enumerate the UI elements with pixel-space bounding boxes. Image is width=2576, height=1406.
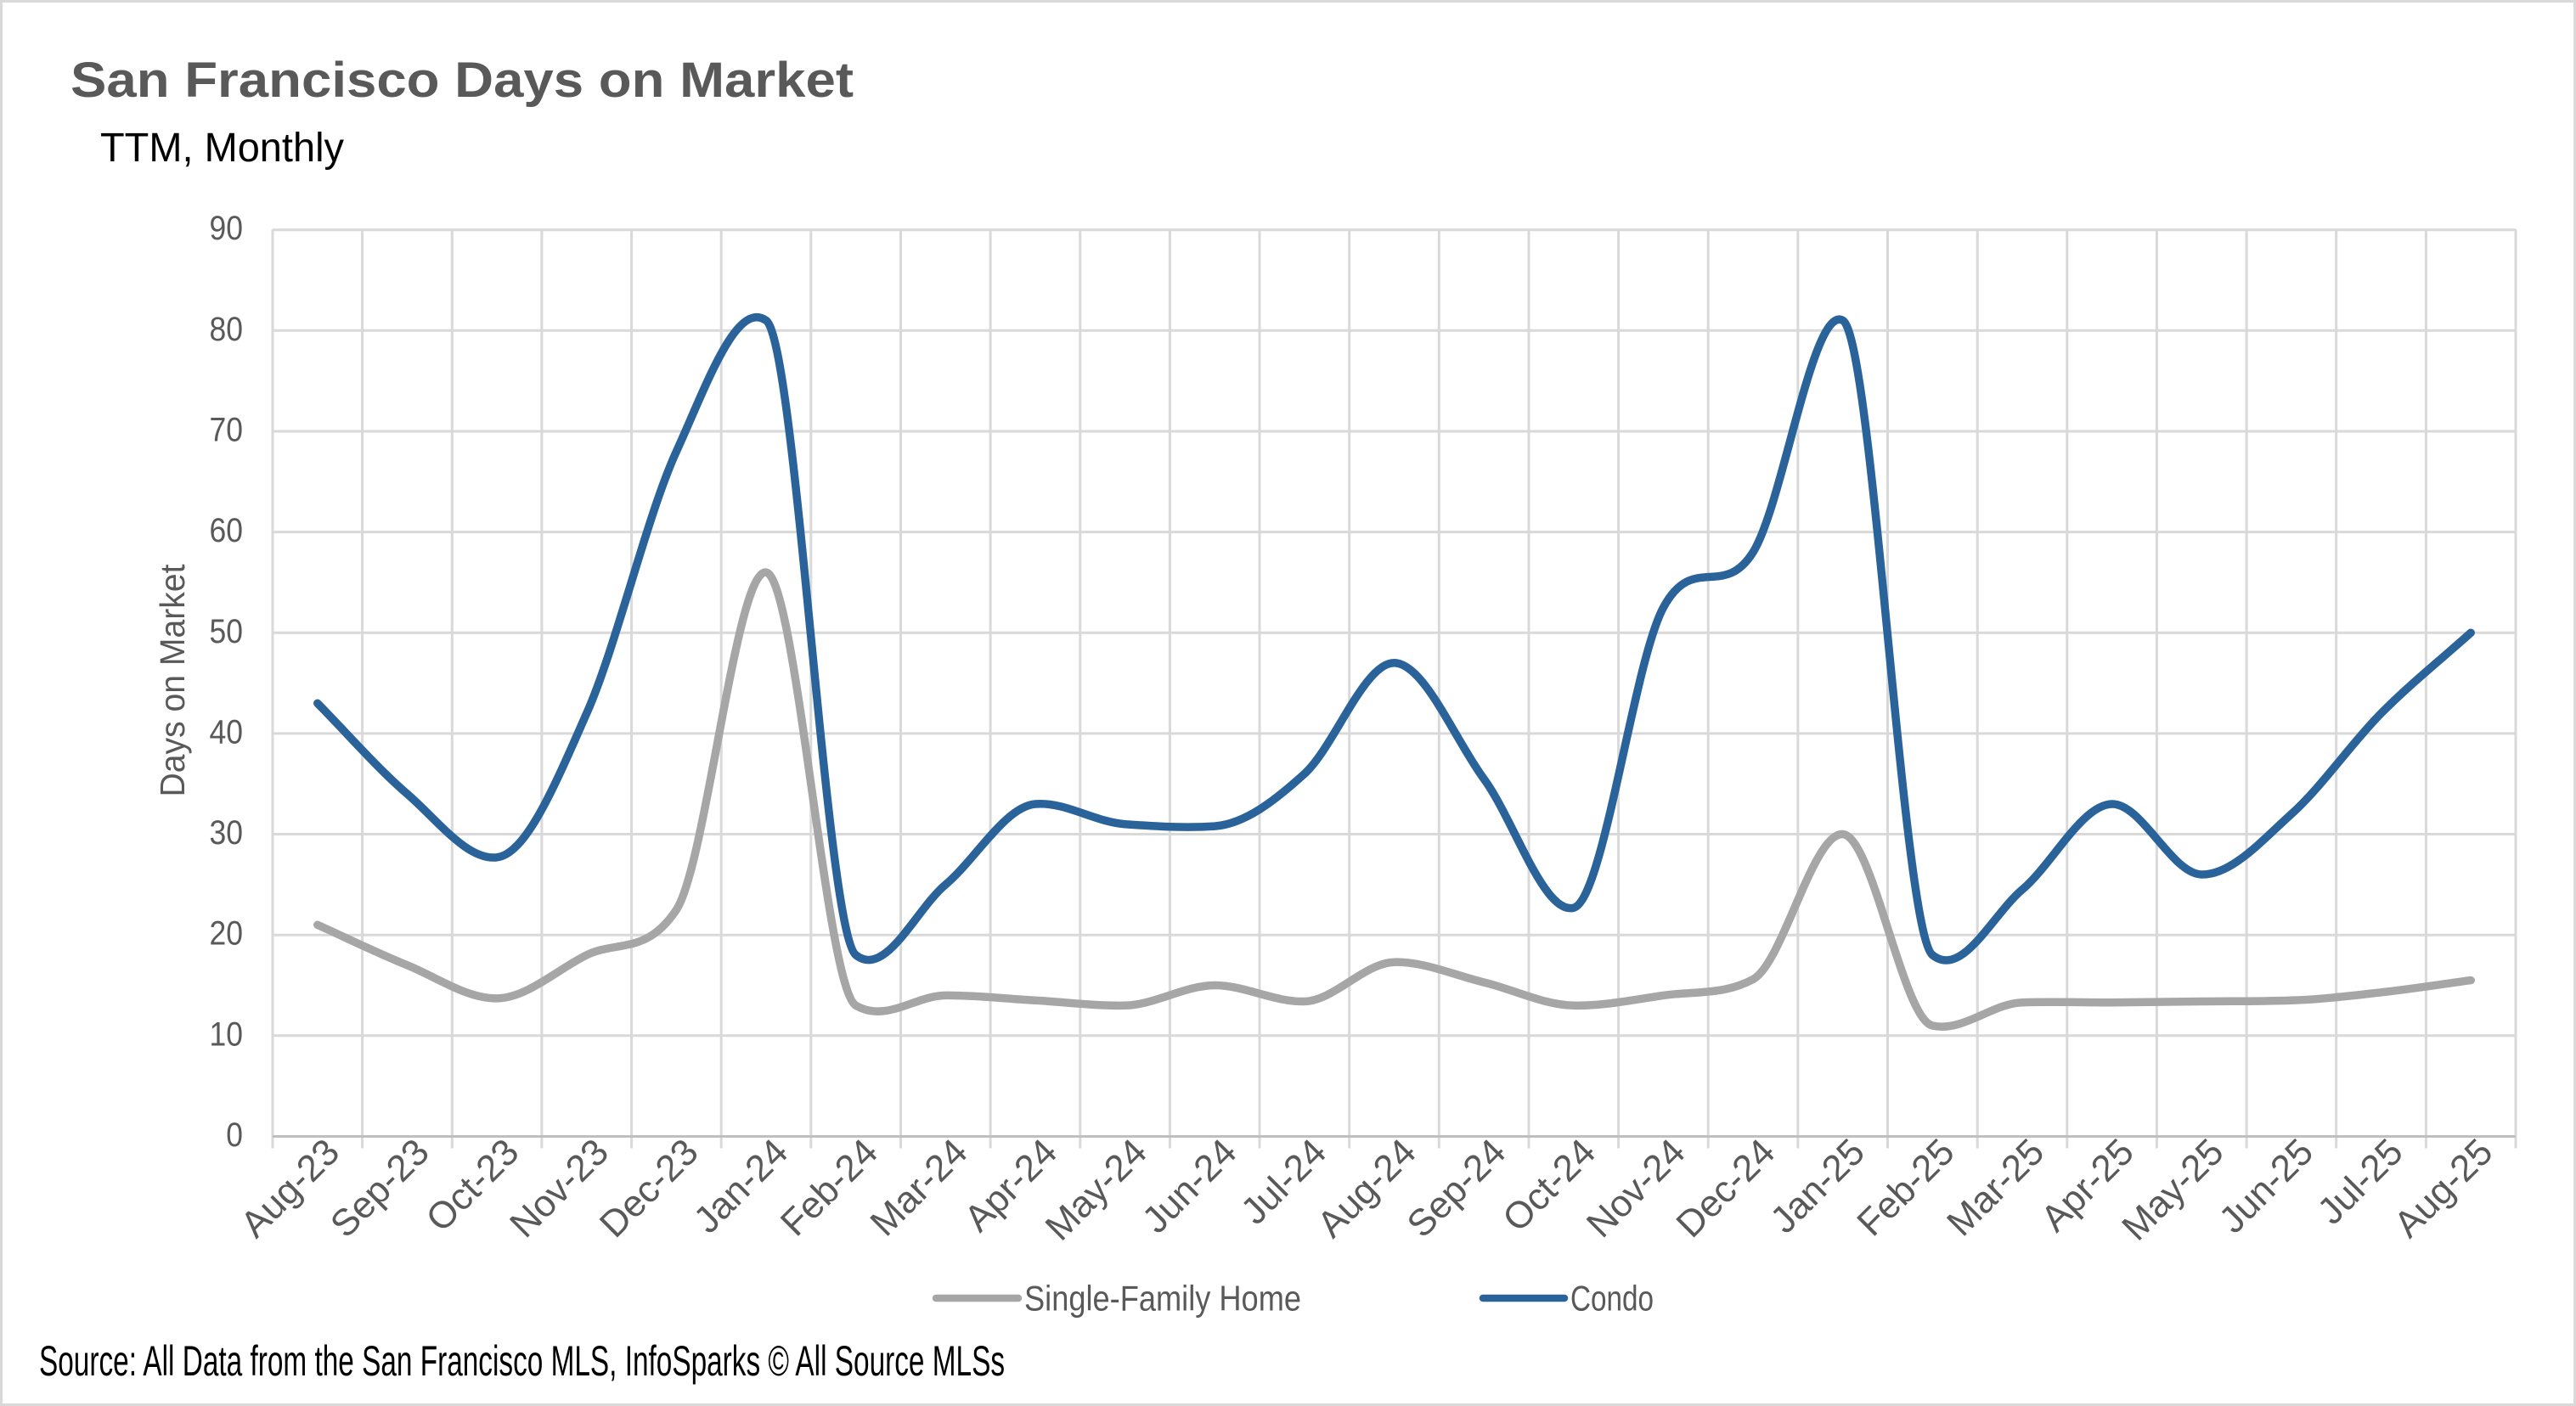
svg-text:Days on Market: Days on Market xyxy=(153,564,192,797)
svg-text:Nov-24: Nov-24 xyxy=(1579,1131,1694,1246)
svg-text:Nov-23: Nov-23 xyxy=(502,1131,617,1246)
svg-text:Jun-25: Jun-25 xyxy=(2211,1131,2321,1241)
svg-text:0: 0 xyxy=(226,1116,243,1154)
svg-text:80: 80 xyxy=(210,311,244,348)
svg-text:Dec-24: Dec-24 xyxy=(1668,1131,1783,1246)
svg-text:San Francisco Days on Market: San Francisco Days on Market xyxy=(70,53,854,108)
svg-text:Mar-24: Mar-24 xyxy=(862,1131,975,1244)
svg-text:Aug-25: Aug-25 xyxy=(2387,1131,2501,1246)
svg-text:Aug-23: Aug-23 xyxy=(233,1131,347,1246)
svg-text:30: 30 xyxy=(210,814,244,852)
svg-text:Aug-24: Aug-24 xyxy=(1310,1131,1424,1246)
svg-text:50: 50 xyxy=(210,613,244,650)
svg-text:Dec-23: Dec-23 xyxy=(592,1131,707,1246)
svg-text:May-24: May-24 xyxy=(1037,1131,1154,1248)
svg-text:Sep-23: Sep-23 xyxy=(323,1131,437,1246)
svg-text:Jan-25: Jan-25 xyxy=(1762,1131,1873,1241)
svg-text:60: 60 xyxy=(210,512,244,549)
svg-text:Feb-24: Feb-24 xyxy=(773,1131,886,1244)
svg-text:Source: All Data from the San: Source: All Data from the San Francisco … xyxy=(39,1337,1005,1385)
svg-text:May-25: May-25 xyxy=(2114,1131,2231,1248)
svg-text:20: 20 xyxy=(210,915,244,953)
svg-text:Condo: Condo xyxy=(1570,1279,1654,1319)
svg-text:Feb-25: Feb-25 xyxy=(1849,1131,1962,1244)
svg-text:70: 70 xyxy=(210,412,244,449)
svg-text:10: 10 xyxy=(210,1015,244,1053)
svg-text:Jan-24: Jan-24 xyxy=(685,1131,796,1241)
svg-text:Jun-24: Jun-24 xyxy=(1135,1131,1245,1241)
svg-text:Sep-24: Sep-24 xyxy=(1399,1131,1513,1246)
svg-text:TTM, Monthly: TTM, Monthly xyxy=(100,126,344,171)
svg-text:40: 40 xyxy=(210,713,244,751)
svg-text:Single-Family Home: Single-Family Home xyxy=(1024,1279,1301,1319)
svg-text:90: 90 xyxy=(210,210,244,247)
svg-text:Mar-25: Mar-25 xyxy=(1939,1131,2052,1244)
